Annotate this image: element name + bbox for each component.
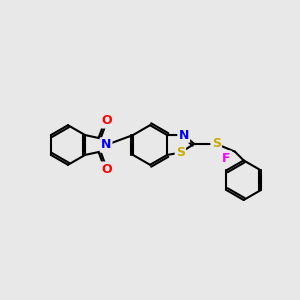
Text: N: N xyxy=(101,139,111,152)
Text: S: S xyxy=(176,146,185,159)
Text: N: N xyxy=(178,129,189,142)
Text: S: S xyxy=(212,137,220,150)
Text: O: O xyxy=(102,114,112,127)
Text: F: F xyxy=(222,152,231,165)
Text: O: O xyxy=(102,163,112,176)
